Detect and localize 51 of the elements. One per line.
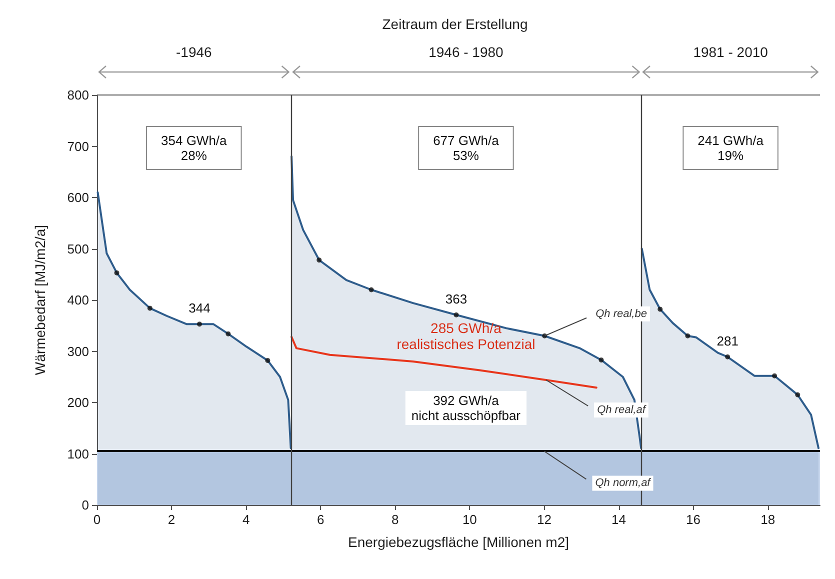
x-tick-label: 0 [93,512,101,527]
x-tick-label: 16 [686,512,701,527]
point [147,306,152,311]
y-tick-label: 0 [82,498,89,512]
y-tick-label: 100 [67,446,89,462]
y-tick-label: 700 [67,138,89,154]
chart-title: Zeitraum der Erstellung [382,16,528,32]
annotation: Qh real,be [596,308,647,320]
point [114,270,120,276]
annotation: 677 GWh/a 53% [433,133,500,163]
annotation: 285 GWh/a realistisches Potenzial [396,320,536,352]
point [316,258,322,263]
x-tick-label: 2 [168,512,176,527]
annotation: 354 GWh/a 28% [161,133,228,163]
text: 1946 - 1980 [428,44,504,60]
point [196,322,202,327]
x-tick-label: 8 [392,512,399,527]
y-tick-label: 200 [67,395,89,410]
point [454,312,459,318]
point [368,287,374,292]
y-tick-label: 500 [67,241,89,256]
annotation: 281 [716,333,738,348]
y-tick-label: 600 [67,190,89,205]
text: -1946 [176,44,212,60]
annotation: 241 GWh/a 19% [698,133,764,163]
annotation: Qh real,af [597,404,646,416]
x-axis-title: Energiebezugsfläche [Millionen m2] [348,534,570,550]
annotation: 344 [188,300,210,316]
point [226,331,231,336]
annotation: 392 GWh/a nicht ausschöpfbar [411,393,522,423]
annotation: Qh norm,af [595,477,652,490]
x-tick-label: 4 [242,512,250,527]
x-tick-label: 10 [462,512,477,527]
y-axis-title: Wärmebedarf [MJ/m2/a] [32,224,48,376]
line-series [290,336,598,389]
y-tick-label: 300 [67,344,89,359]
point [685,333,690,338]
x-tick-label: 14 [612,512,626,527]
x-tick-label: 18 [760,512,776,527]
text: 1981 - 2010 [693,44,768,60]
y-tick-label: 800 [67,88,89,102]
point [598,357,604,362]
point [725,354,730,360]
x-tick-label: 6 [316,512,324,527]
x-tick-label: 12 [536,512,552,527]
annotation: 363 [445,291,468,306]
y-tick-label: 400 [67,292,89,308]
point [658,306,663,312]
point [772,373,778,378]
point [265,358,270,363]
point [795,392,800,398]
